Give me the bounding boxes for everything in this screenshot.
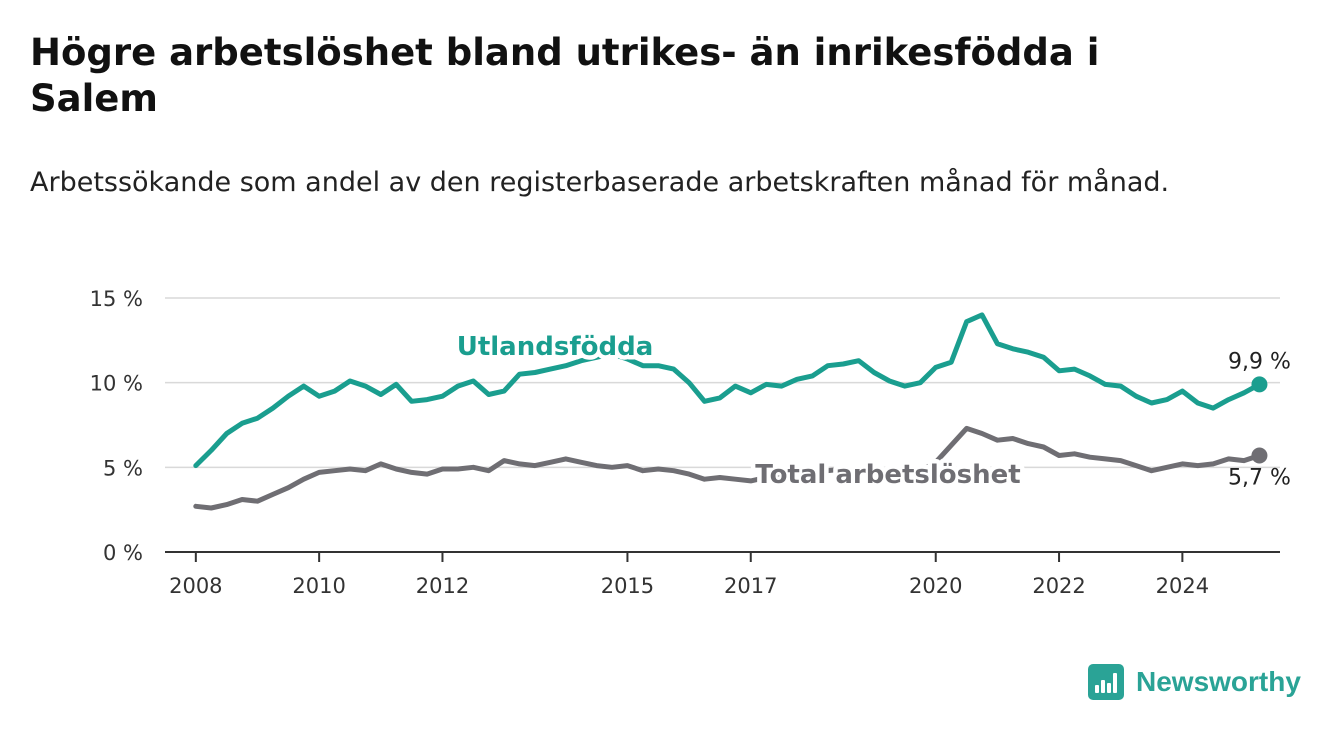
x-tick-label: 2015	[601, 574, 654, 598]
x-tick-label: 2008	[169, 574, 222, 598]
x-tick-label: 2017	[724, 574, 777, 598]
y-tick-label: 10 %	[90, 372, 143, 396]
series-layer	[193, 312, 1268, 511]
brand-name: Newsworthy	[1136, 666, 1301, 697]
series-line-utlandsfodda	[193, 312, 1262, 469]
x-tick-label: 2022	[1032, 574, 1085, 598]
chart-title: Högre arbetslöshet bland utrikes- än inr…	[30, 31, 1100, 120]
newsworthy-brand[interactable]: Newsworthy	[1088, 660, 1301, 704]
chart-subtitle: Arbetssökande som andel av den registerb…	[30, 167, 1170, 198]
y-tick-label: 15 %	[90, 287, 143, 311]
x-tick-label: 2024	[1156, 574, 1209, 598]
series-end-point	[1251, 447, 1268, 464]
end-value-label: 9,9 %	[1228, 349, 1291, 374]
series-line-total	[193, 425, 1262, 511]
y-tick-label: 0 %	[103, 541, 143, 565]
grid-layer: 0 % 5 % 10 % 15 % 2008 2010 2012 2015 2017 2020 20…	[90, 287, 1280, 598]
x-tick-label: 2020	[909, 574, 962, 598]
series-end-point	[1251, 376, 1268, 393]
x-tick-label: 2012	[416, 574, 469, 598]
y-tick-label: 5 %	[103, 456, 143, 480]
x-tick-label: 2010	[292, 574, 345, 598]
end-value-label: 5,7 %	[1228, 465, 1291, 490]
series-label-total: Total arbetslöshet	[755, 460, 1020, 490]
series-label-utlandsfodda: Utlandsfödda	[457, 332, 654, 362]
newsworthy-logo-icon	[1088, 664, 1124, 700]
label-layer: 9,9 % 5,7 % Utlandsfödda Total arbetslöshet	[452, 328, 1291, 495]
